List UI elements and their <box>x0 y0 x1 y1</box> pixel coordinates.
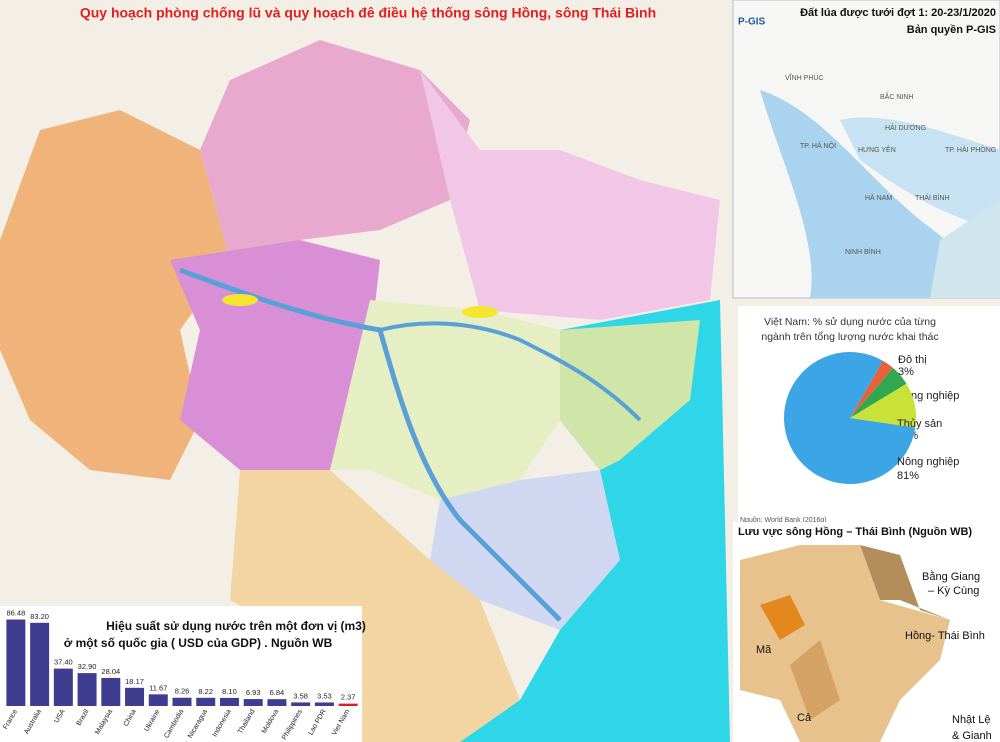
pie-source: Nguồn: World Bank (2016g) <box>740 515 827 524</box>
basin-label: Bằng Giang <box>922 570 980 583</box>
basin-label: – Kỳ Cùng <box>928 585 979 597</box>
place-label: HÀ NAM <box>865 193 892 202</box>
place-label: HẢI DƯƠNG <box>885 123 926 132</box>
bar-value: 8.10 <box>222 687 237 696</box>
map-title: Quy hoạch phòng chống lũ và quy hoạch đê… <box>80 5 656 21</box>
bar-value: 8.26 <box>175 687 190 696</box>
rice-credit: Bản quyền P-GIS <box>907 24 996 36</box>
place-label: VĨNH PHÚC <box>785 73 824 82</box>
pie-slice <box>784 352 916 484</box>
logo: P-GIS <box>738 17 766 28</box>
bar <box>101 677 121 706</box>
bar <box>243 699 263 706</box>
bar-value: 3.58 <box>293 691 308 700</box>
place-label: THÁI BÌNH <box>915 193 950 202</box>
slice-label: Đô thị <box>898 354 927 366</box>
bar-value: 8.22 <box>198 687 213 696</box>
bar-value: 2.37 <box>341 693 356 702</box>
pie-slice <box>850 383 916 428</box>
pie-subtitle: ngành trên tổng lượng nước khai thác <box>761 331 938 343</box>
basin-label: Hồng- Thái Bình <box>905 630 985 642</box>
bar <box>77 673 97 706</box>
place-label: TP. HẢI PHÒNG <box>945 145 996 154</box>
slice-value: 81% <box>897 470 919 482</box>
bar-value: 18.17 <box>125 677 144 686</box>
basin-label: Mã <box>756 644 772 656</box>
place-label: BẮC NINH <box>880 92 913 101</box>
bar <box>53 668 73 706</box>
bar <box>219 697 239 706</box>
pie-slice <box>850 368 907 418</box>
bar-value: 86.48 <box>6 609 25 618</box>
slice-value: 3% <box>898 366 914 378</box>
bar-value: 6.93 <box>246 688 261 697</box>
bar <box>291 702 311 706</box>
pie-slice <box>850 360 894 418</box>
base-map <box>0 40 730 742</box>
bar-value: 11.67 <box>149 683 167 692</box>
bar-value: 83.20 <box>30 612 49 621</box>
bar <box>196 697 216 706</box>
bar <box>338 703 358 706</box>
bar-value: 6.84 <box>270 688 285 697</box>
place-label: HƯNG YÊN <box>858 145 896 154</box>
bar-title: Hiệu suất sử dụng nước trên một đơn vị (… <box>106 619 366 633</box>
basin-title: Lưu vực sông Hồng – Thái Bình (Nguồn WB) <box>738 526 972 538</box>
bar-value: 32.90 <box>78 662 97 671</box>
rice-map-inset: P-GIS Đất lúa được tưới đợt 1: 20-23/1/2… <box>732 0 1000 299</box>
slice-label: Nông nghiệp <box>897 456 959 468</box>
bar <box>30 622 50 706</box>
bar <box>148 694 168 706</box>
bar-subtitle: ở một số quốc gia ( USD của GDP) . Nguồn… <box>64 636 333 650</box>
rice-title: Đất lúa được tưới đợt 1: 20-23/1/2020 <box>800 7 996 19</box>
bar-value: 28.04 <box>101 667 120 676</box>
place-label: NINH BÌNH <box>845 247 881 256</box>
bar <box>6 619 26 706</box>
basin-label: & Gianh <box>952 730 992 742</box>
bar <box>314 702 334 706</box>
bar <box>125 687 145 706</box>
bar <box>267 699 287 706</box>
place-label: TP. HÀ NỘI <box>800 141 836 150</box>
bar-value: 3.53 <box>317 691 332 700</box>
pie-title: Việt Nam: % sử dụng nước của từng <box>764 316 936 328</box>
bar-value: 37.40 <box>54 658 73 667</box>
basin-label: Nhật Lệ <box>952 714 991 726</box>
basin-label: Cả <box>797 712 812 724</box>
bar <box>172 697 192 706</box>
basin-inset: Lưu vực sông Hồng – Thái Bình (Nguồn WB) <box>733 522 1000 742</box>
